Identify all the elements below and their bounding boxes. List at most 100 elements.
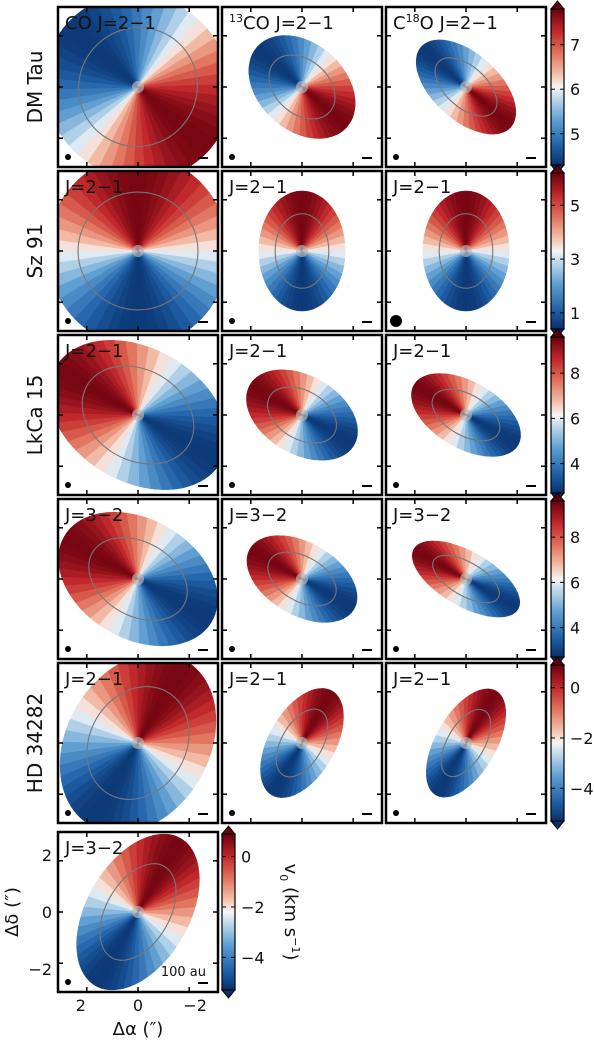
- colorbar-body: [221, 833, 236, 991]
- velocity-wedge: [137, 226, 218, 252]
- x-tick-label: 2: [76, 996, 86, 1015]
- colorbar-tick-label: 4: [570, 619, 580, 638]
- panel-label: J=2−1: [64, 341, 123, 362]
- velocity-wedge: [137, 72, 218, 88]
- panel-r4-c1: J=2−1: [220, 661, 384, 825]
- colorbar-extend-bottom: [220, 989, 237, 999]
- velocity-wedge: [137, 48, 218, 88]
- velocity-wedge: [296, 190, 303, 252]
- mask-ellipse: [434, 57, 498, 117]
- beam-marker: [65, 810, 71, 816]
- velocity-wedge: [58, 42, 139, 88]
- velocity-wedge: [114, 171, 139, 252]
- central-cavity: [460, 409, 472, 421]
- x-tick-label: 0: [133, 996, 143, 1015]
- beam-marker: [65, 646, 71, 652]
- velocity-wedge: [411, 384, 467, 416]
- velocity-wedge: [137, 250, 218, 288]
- central-cavity: [296, 245, 308, 257]
- velocity-wedge: [125, 171, 139, 252]
- velocity-wedge: [137, 214, 218, 252]
- colorbar-tick-label: 1: [570, 304, 580, 323]
- velocity-wedge: [137, 250, 151, 331]
- velocity-wedge: [137, 86, 217, 151]
- source-label: LkCa 15: [23, 375, 47, 456]
- velocity-wedge: [247, 548, 303, 580]
- x-axis-label: Δα (″): [113, 1019, 164, 1040]
- colorbar-tick-label: −2: [241, 898, 265, 917]
- panel-map: [59, 663, 217, 823]
- velocity-wedge: [137, 171, 173, 252]
- velocity-wedge: [137, 86, 158, 167]
- mask-ellipse: [268, 54, 336, 120]
- velocity-wedge: [58, 77, 139, 90]
- beam-marker: [393, 810, 399, 816]
- label-part: CO J=2−1: [243, 13, 334, 34]
- beam-marker: [229, 154, 235, 160]
- mask-ellipse: [267, 551, 337, 607]
- panel-r4-c2: J=2−1: [384, 661, 548, 825]
- central-cavity: [460, 573, 472, 585]
- panel-label: J=3−2: [392, 505, 451, 526]
- colorbar-tick-label: 0: [241, 848, 251, 867]
- panel-r1-c2: J=2−1: [384, 169, 548, 333]
- central-cavity: [296, 573, 308, 585]
- mask-ellipse: [267, 386, 337, 444]
- colorbar-r2: 4 6 8: [549, 328, 580, 502]
- colorbar-tick-label: 5: [570, 125, 580, 144]
- mask-ellipse: [78, 26, 198, 148]
- velocity-wedge: [137, 742, 159, 823]
- colorbar-body: [550, 8, 565, 166]
- central-cavity: [460, 245, 472, 257]
- beam-marker: [229, 318, 235, 324]
- velocity-wedge: [137, 60, 218, 88]
- source-label: HD 34282: [23, 693, 47, 793]
- colorbar-tick-label: 8: [570, 528, 580, 547]
- colorbar-tick-label: 6: [570, 80, 580, 99]
- colorbar-body: [550, 172, 565, 330]
- panel-r4-c0: J=2−1: [56, 661, 220, 825]
- panel-label: J=2−1: [64, 669, 123, 690]
- velocity-wedge: [137, 238, 218, 252]
- panel-map: [76, 833, 200, 991]
- velocity-wedge: [130, 7, 144, 88]
- velocity-wedge: [97, 86, 139, 167]
- panel-map: [58, 340, 218, 490]
- colorbar-extend-top: [220, 825, 237, 835]
- velocity-wedge: [137, 86, 170, 167]
- velocity-wedge: [137, 742, 149, 823]
- central-cavity: [132, 409, 144, 421]
- beam-marker: [393, 646, 399, 652]
- panel-r3-c2: J=3−2: [384, 497, 548, 661]
- source-label: Sz 91: [23, 224, 47, 279]
- velocity-wedge: [58, 250, 139, 299]
- velocity-wedge: [58, 214, 139, 252]
- colorbar-tick-label: −2: [570, 729, 594, 748]
- colorbar-r3: 4 6 8: [549, 492, 580, 666]
- central-cavity: [132, 245, 144, 257]
- colorbar-label-part: v: [280, 864, 301, 875]
- panel-map: [411, 373, 521, 457]
- panel-map: [415, 39, 517, 135]
- colorbar-extend-top: [549, 0, 566, 10]
- colorbar-label: v0 (km s−1): [277, 864, 302, 961]
- panel-label: C18O J=2−1: [393, 12, 498, 34]
- velocity-wedge: [118, 7, 139, 88]
- panel-map: [58, 511, 218, 647]
- central-cavity: [460, 737, 472, 749]
- mask-ellipse: [88, 537, 188, 621]
- y-tick-label: −2: [28, 960, 52, 979]
- panel-label: J=3−2: [64, 838, 123, 859]
- central-cavity: [132, 737, 144, 749]
- colorbar-tick-label: 6: [570, 573, 580, 592]
- x-tick-label: −2: [183, 996, 207, 1015]
- beam-marker: [393, 154, 399, 160]
- colorbar-label-part: ): [280, 953, 301, 960]
- beam-marker: [390, 315, 402, 327]
- panel-map: [246, 535, 358, 623]
- beam-marker: [65, 482, 71, 488]
- label-sup: 18: [406, 12, 420, 25]
- panel-r1-c0: J=2−1: [56, 169, 220, 333]
